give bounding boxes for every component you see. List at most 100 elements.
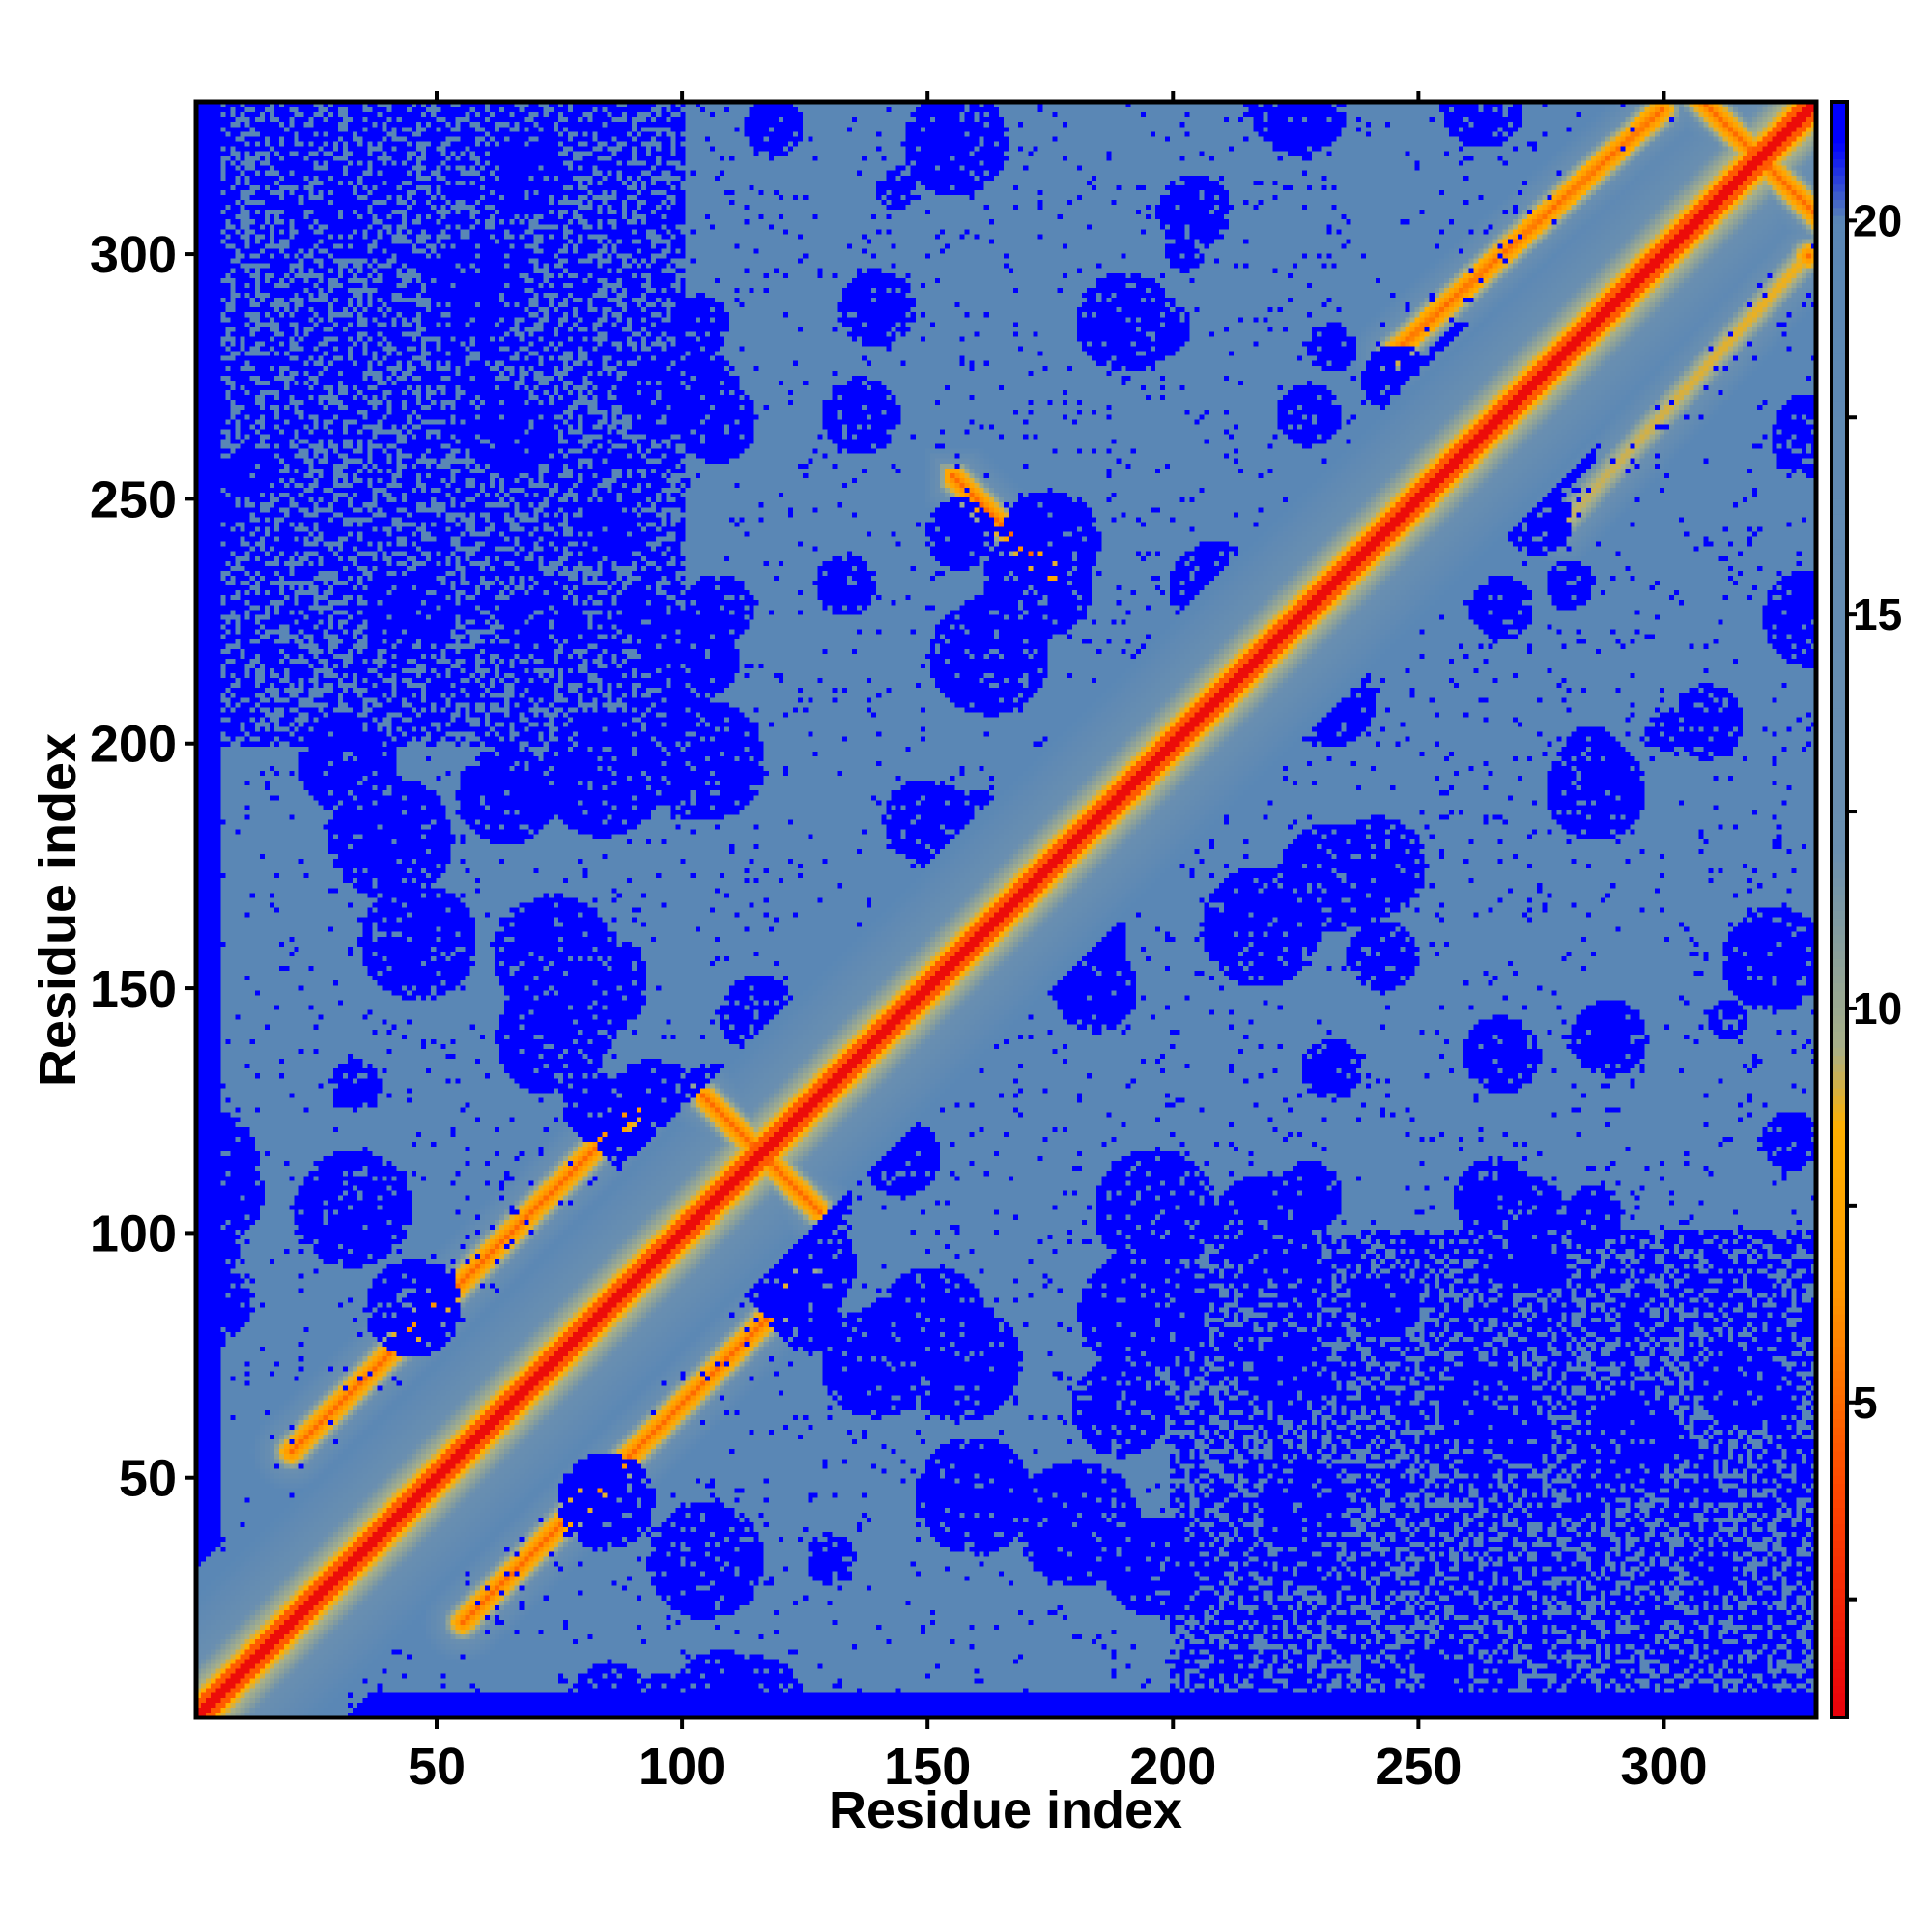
y-tick-label: 200 <box>90 716 177 774</box>
colorbar-segment <box>1832 417 1847 426</box>
colorbar-segment <box>1832 158 1847 168</box>
colorbar-segment <box>1832 1160 1847 1170</box>
colorbar-segment <box>1832 1386 1847 1396</box>
colorbar-segment <box>1832 1653 1847 1662</box>
colorbar-tick-label: 20 <box>1853 195 1902 245</box>
colorbar-segment <box>1832 966 1847 976</box>
colorbar-segment <box>1832 231 1847 241</box>
colorbar-segment <box>1832 1063 1847 1072</box>
colorbar-segment <box>1832 837 1847 846</box>
colorbar-segment <box>1832 328 1847 338</box>
x-axis-title: Residue index <box>829 1781 1182 1839</box>
colorbar-segment <box>1832 877 1847 887</box>
colorbar-segment <box>1832 1692 1847 1702</box>
colorbar-segment <box>1832 392 1847 402</box>
colorbar-segment <box>1832 102 1847 111</box>
colorbar-segment <box>1832 1023 1847 1032</box>
colorbar-segment <box>1832 1579 1847 1589</box>
colorbar-segment <box>1832 441 1847 451</box>
colorbar-segment <box>1832 1168 1847 1178</box>
colorbar-segment <box>1832 344 1847 354</box>
colorbar-segment <box>1832 1442 1847 1452</box>
x-axis: 50 100 150 200 250 300 <box>408 91 1708 1796</box>
y-axis-title: Residue index <box>29 733 87 1087</box>
colorbar-segment <box>1832 497 1847 507</box>
colorbar-segment <box>1832 934 1847 944</box>
colorbar-segment <box>1832 998 1847 1008</box>
colorbar-segment <box>1832 1668 1847 1678</box>
colorbar-segment <box>1832 1249 1847 1259</box>
colorbar-segment <box>1832 748 1847 757</box>
colorbar-segment <box>1832 1523 1847 1533</box>
colorbar-segment <box>1832 425 1847 435</box>
colorbar-segment <box>1832 1305 1847 1315</box>
colorbar-segment <box>1832 142 1847 152</box>
colorbar-segment <box>1832 1378 1847 1387</box>
colorbar-segment <box>1832 1281 1847 1291</box>
colorbar-segment <box>1832 1685 1847 1694</box>
colorbar-segment <box>1832 522 1847 531</box>
colorbar-segment <box>1832 1233 1847 1242</box>
colorbar-segment <box>1832 1612 1847 1622</box>
colorbar-segment <box>1832 320 1847 329</box>
colorbar-segment <box>1832 708 1847 717</box>
colorbar-segment <box>1832 1362 1847 1372</box>
colorbar-segment <box>1832 240 1847 249</box>
colorbar-segment <box>1832 1604 1847 1613</box>
x-tick-label: 200 <box>1129 1738 1216 1796</box>
colorbar-segment <box>1832 1402 1847 1411</box>
colorbar-segment <box>1832 304 1847 313</box>
colorbar-segment <box>1832 1629 1847 1637</box>
colorbar-segment <box>1832 570 1847 580</box>
colorbar-segment <box>1832 1314 1847 1322</box>
x-tick-label: 150 <box>884 1738 971 1796</box>
heatmap-image <box>196 102 1816 1718</box>
colorbar-segment <box>1832 514 1847 524</box>
colorbar-segment <box>1832 368 1847 378</box>
colorbar-segment <box>1832 207 1847 216</box>
colorbar-segment <box>1832 1709 1847 1719</box>
colorbar-segment <box>1832 538 1847 548</box>
colorbar-segment <box>1832 271 1847 281</box>
colorbar-segment <box>1832 675 1847 685</box>
colorbar-segment <box>1832 1136 1847 1146</box>
colorbar-frame <box>1830 100 1849 1719</box>
colorbar-segment <box>1832 619 1847 628</box>
colorbar-segment <box>1832 1055 1847 1065</box>
colorbar-segment <box>1832 1208 1847 1218</box>
colorbar-segment <box>1832 546 1847 555</box>
colorbar-segment <box>1832 579 1847 588</box>
colorbar-segment <box>1832 1427 1847 1435</box>
colorbar-segment <box>1832 668 1847 677</box>
colorbar-segment <box>1832 433 1847 442</box>
colorbar-segment <box>1832 1176 1847 1185</box>
colorbar-segment <box>1832 296 1847 305</box>
colorbar-segment <box>1832 1289 1847 1298</box>
colorbar-segment <box>1832 288 1847 298</box>
colorbar-segment <box>1832 199 1847 209</box>
colorbar-segment <box>1832 1555 1847 1565</box>
colorbar-segment <box>1832 692 1847 701</box>
colorbar-segment <box>1832 958 1847 968</box>
y-axis: 50 100 150 200 250 300 <box>90 226 196 1508</box>
colorbar-segment <box>1832 215 1847 224</box>
colorbar-segment <box>1832 1410 1847 1420</box>
colorbar-segment <box>1832 118 1847 128</box>
colorbar-segment <box>1832 861 1847 870</box>
colorbar-segment <box>1832 1321 1847 1331</box>
colorbar-segment <box>1832 1120 1847 1129</box>
colorbar-segment <box>1832 481 1847 491</box>
colorbar-segment <box>1832 1087 1847 1096</box>
colorbar-segment <box>1832 530 1847 540</box>
colorbar-segment <box>1832 473 1847 483</box>
colorbar-segment <box>1832 643 1847 653</box>
colorbar-segment <box>1832 1620 1847 1630</box>
colorbar-segment <box>1832 449 1847 459</box>
colorbar-segment <box>1832 1701 1847 1711</box>
colorbar-segment <box>1832 740 1847 750</box>
colorbar-segment <box>1832 1677 1847 1687</box>
colorbar-segment <box>1832 659 1847 668</box>
y-tick-label: 50 <box>119 1450 177 1508</box>
colorbar-segment <box>1832 1507 1847 1517</box>
colorbar-segment <box>1832 885 1847 895</box>
